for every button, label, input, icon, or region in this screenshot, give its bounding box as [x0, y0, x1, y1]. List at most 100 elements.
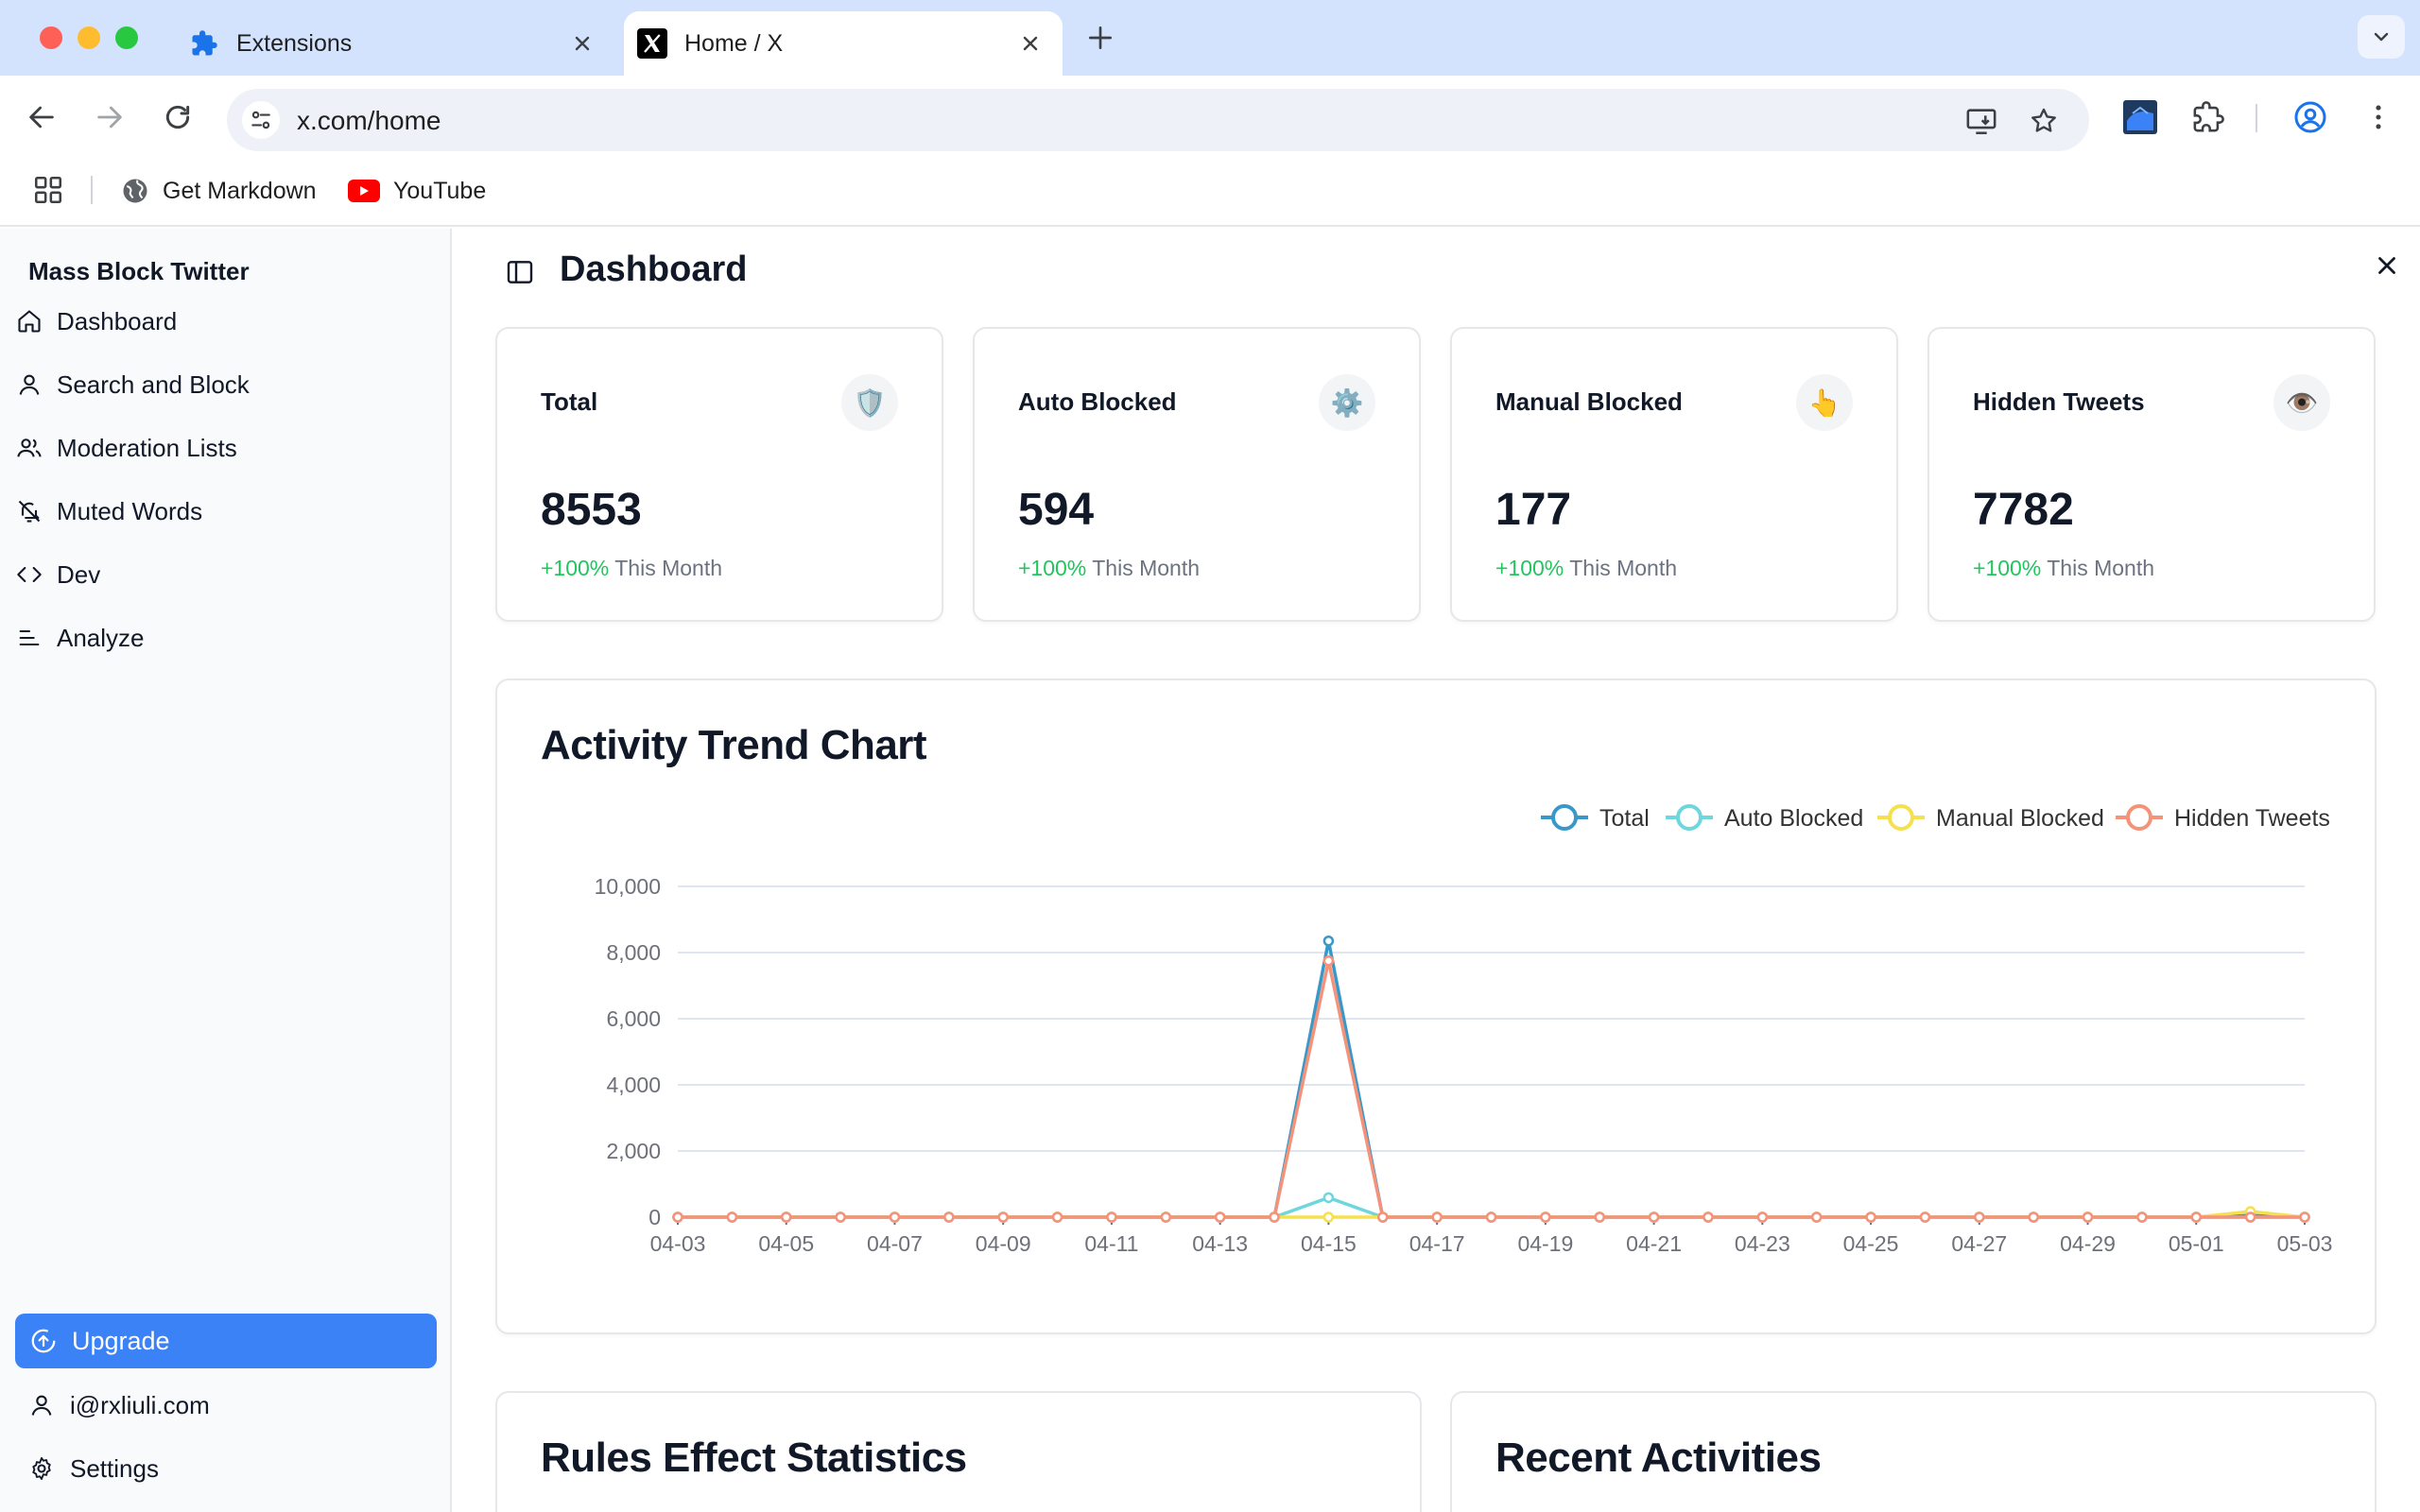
stat-change: +100% This Month	[541, 556, 722, 581]
data-point-hidden-tweets	[889, 1211, 901, 1223]
sidebar-item-dev[interactable]: Dev	[13, 548, 439, 601]
tab-label: Home / X	[684, 29, 784, 57]
data-point-hidden-tweets	[2136, 1211, 2148, 1223]
series-line-total	[678, 939, 2306, 1219]
y-tick-label: 6,000	[606, 1006, 661, 1031]
data-point-hidden-tweets	[1540, 1211, 1551, 1223]
address-bar[interactable]: x.com/home	[227, 89, 2089, 151]
legend-label-auto-blocked: Auto Blocked	[1724, 805, 1863, 832]
chart-title: Activity Trend Chart	[541, 722, 927, 768]
sidebar: Mass Block Twitter Dashboard Search and …	[0, 229, 452, 1512]
more-vertical-icon[interactable]	[2360, 98, 2397, 136]
tab-search-chevron-icon[interactable]	[2358, 15, 2405, 59]
stat-label: Hidden Tweets	[1973, 387, 2145, 416]
data-point-hidden-tweets	[1485, 1211, 1497, 1223]
stat-value: 7782	[1973, 485, 2074, 535]
reload-icon[interactable]	[159, 98, 197, 136]
stat-card-total: Total 🛡️ 8553 +100% This Month	[495, 327, 943, 622]
tab-extensions[interactable]: Extensions	[170, 11, 614, 76]
rules-title: Rules Effect Statistics	[541, 1435, 967, 1481]
settings-item[interactable]: Settings	[26, 1445, 159, 1492]
tab-label: Extensions	[236, 29, 353, 57]
data-point-hidden-tweets	[1322, 955, 1335, 967]
activity-trend-chart: 0 2,000 4,000 6,000 8,000 10,000 04-03 04-05 04-…	[595, 804, 2332, 1256]
stat-value: 177	[1495, 485, 1572, 535]
close-icon[interactable]	[2373, 251, 2401, 280]
stat-change: +100% This Month	[1018, 556, 1200, 581]
profile-icon[interactable]	[2291, 98, 2329, 136]
data-point-hidden-tweets	[943, 1211, 955, 1223]
new-tab-plus-icon[interactable]	[1085, 23, 1115, 53]
account-item[interactable]: i@rxliuli.com	[26, 1382, 210, 1429]
bookmark-youtube[interactable]: YouTube	[348, 172, 486, 210]
toolbar-divider	[2256, 104, 2257, 132]
stat-value: 594	[1018, 485, 1095, 535]
recent-title: Recent Activities	[1495, 1435, 1822, 1481]
legend-marker-total	[1551, 804, 1578, 831]
stat-label: Total	[541, 387, 598, 416]
window-minimize-button[interactable]	[78, 26, 100, 49]
activity-trend-card: Activity Trend Chart 0 2,000 4,000 6,000 8,0…	[495, 679, 2377, 1334]
upgrade-button[interactable]: Upgrade	[15, 1314, 437, 1368]
bookmark-star-icon[interactable]	[2027, 104, 2061, 138]
sidebar-item-analyze[interactable]: Analyze	[13, 611, 439, 664]
sidebar-item-search-and-block[interactable]: Search and Block	[13, 358, 439, 411]
settings-label: Settings	[70, 1453, 159, 1483]
data-point-hidden-tweets	[1865, 1211, 1876, 1223]
rules-effect-card: Rules Effect Statistics	[495, 1391, 1422, 1512]
data-point-hidden-tweets	[1269, 1211, 1280, 1223]
x-tick-label: 04-29	[2060, 1231, 2116, 1256]
data-point-total	[1322, 936, 1335, 947]
data-point-hidden-tweets	[1377, 1211, 1389, 1223]
puzzle-icon	[189, 28, 219, 59]
main-content: Dashboard Total 🛡️ 8553 +100% This Month…	[454, 229, 2420, 1512]
list-icon	[15, 624, 43, 652]
sidebar-item-label: Dashboard	[57, 306, 178, 335]
sidebar-item-label: Dev	[57, 559, 101, 589]
data-point-hidden-tweets	[1703, 1211, 1714, 1223]
sidebar-item-muted-words[interactable]: Muted Words	[13, 485, 439, 538]
x-tick-label: 04-15	[1301, 1231, 1357, 1256]
gear-icon	[26, 1453, 57, 1484]
stat-change-percent: +100%	[1973, 556, 2042, 580]
close-icon[interactable]	[571, 32, 594, 55]
account-email: i@rxliuli.com	[70, 1390, 210, 1419]
window-close-button[interactable]	[40, 26, 62, 49]
sidebar-item-label: Muted Words	[57, 496, 203, 525]
site-settings-icon[interactable]	[242, 101, 280, 139]
data-point-hidden-tweets	[835, 1211, 846, 1223]
series-line-hidden-tweets	[678, 959, 2305, 1219]
data-point-hidden-tweets	[2028, 1211, 2039, 1223]
extension-avatar-icon[interactable]	[2121, 98, 2159, 136]
window-maximize-button[interactable]	[115, 26, 138, 49]
data-point-hidden-tweets	[1974, 1211, 1985, 1223]
upgrade-circle-icon	[28, 1326, 59, 1356]
data-point-hidden-tweets	[1160, 1211, 1172, 1223]
back-arrow-icon[interactable]	[23, 98, 60, 136]
stat-change: +100% This Month	[1973, 556, 2154, 581]
x-tick-label: 04-19	[1517, 1231, 1573, 1256]
extensions-puzzle-icon[interactable]	[2189, 98, 2227, 136]
code-icon	[15, 560, 43, 589]
legend-label-hidden-tweets: Hidden Tweets	[2174, 805, 2330, 832]
data-point-hidden-tweets	[997, 1211, 1009, 1223]
sidebar-item-dashboard[interactable]: Dashboard	[13, 295, 439, 348]
install-app-icon[interactable]	[1964, 104, 1998, 138]
sidebar-item-label: Moderation Lists	[57, 433, 237, 462]
close-icon[interactable]	[1019, 32, 1042, 55]
sidebar-toggle-icon[interactable]	[505, 257, 535, 287]
apps-grid-icon[interactable]	[32, 174, 64, 206]
x-tick-label: 04-27	[1951, 1231, 2007, 1256]
stat-change-period: This Month	[2047, 556, 2155, 580]
bookmark-get-markdown[interactable]: Get Markdown	[121, 172, 317, 210]
y-tick-label: 0	[648, 1205, 661, 1229]
browser-toolbar: x.com/home	[0, 76, 2420, 161]
x-tick-label: 05-01	[2169, 1231, 2224, 1256]
y-tick-label: 8,000	[606, 940, 661, 965]
x-tick-label: 04-03	[650, 1231, 706, 1256]
forward-arrow-icon[interactable]	[91, 98, 129, 136]
tab-home-x[interactable]: Home / X	[624, 11, 1063, 76]
upgrade-label: Upgrade	[72, 1326, 170, 1355]
sidebar-item-moderation-lists[interactable]: Moderation Lists	[13, 421, 439, 474]
stat-card-hidden-tweets: Hidden Tweets 👁️ 7782 +100% This Month	[1927, 327, 2376, 622]
